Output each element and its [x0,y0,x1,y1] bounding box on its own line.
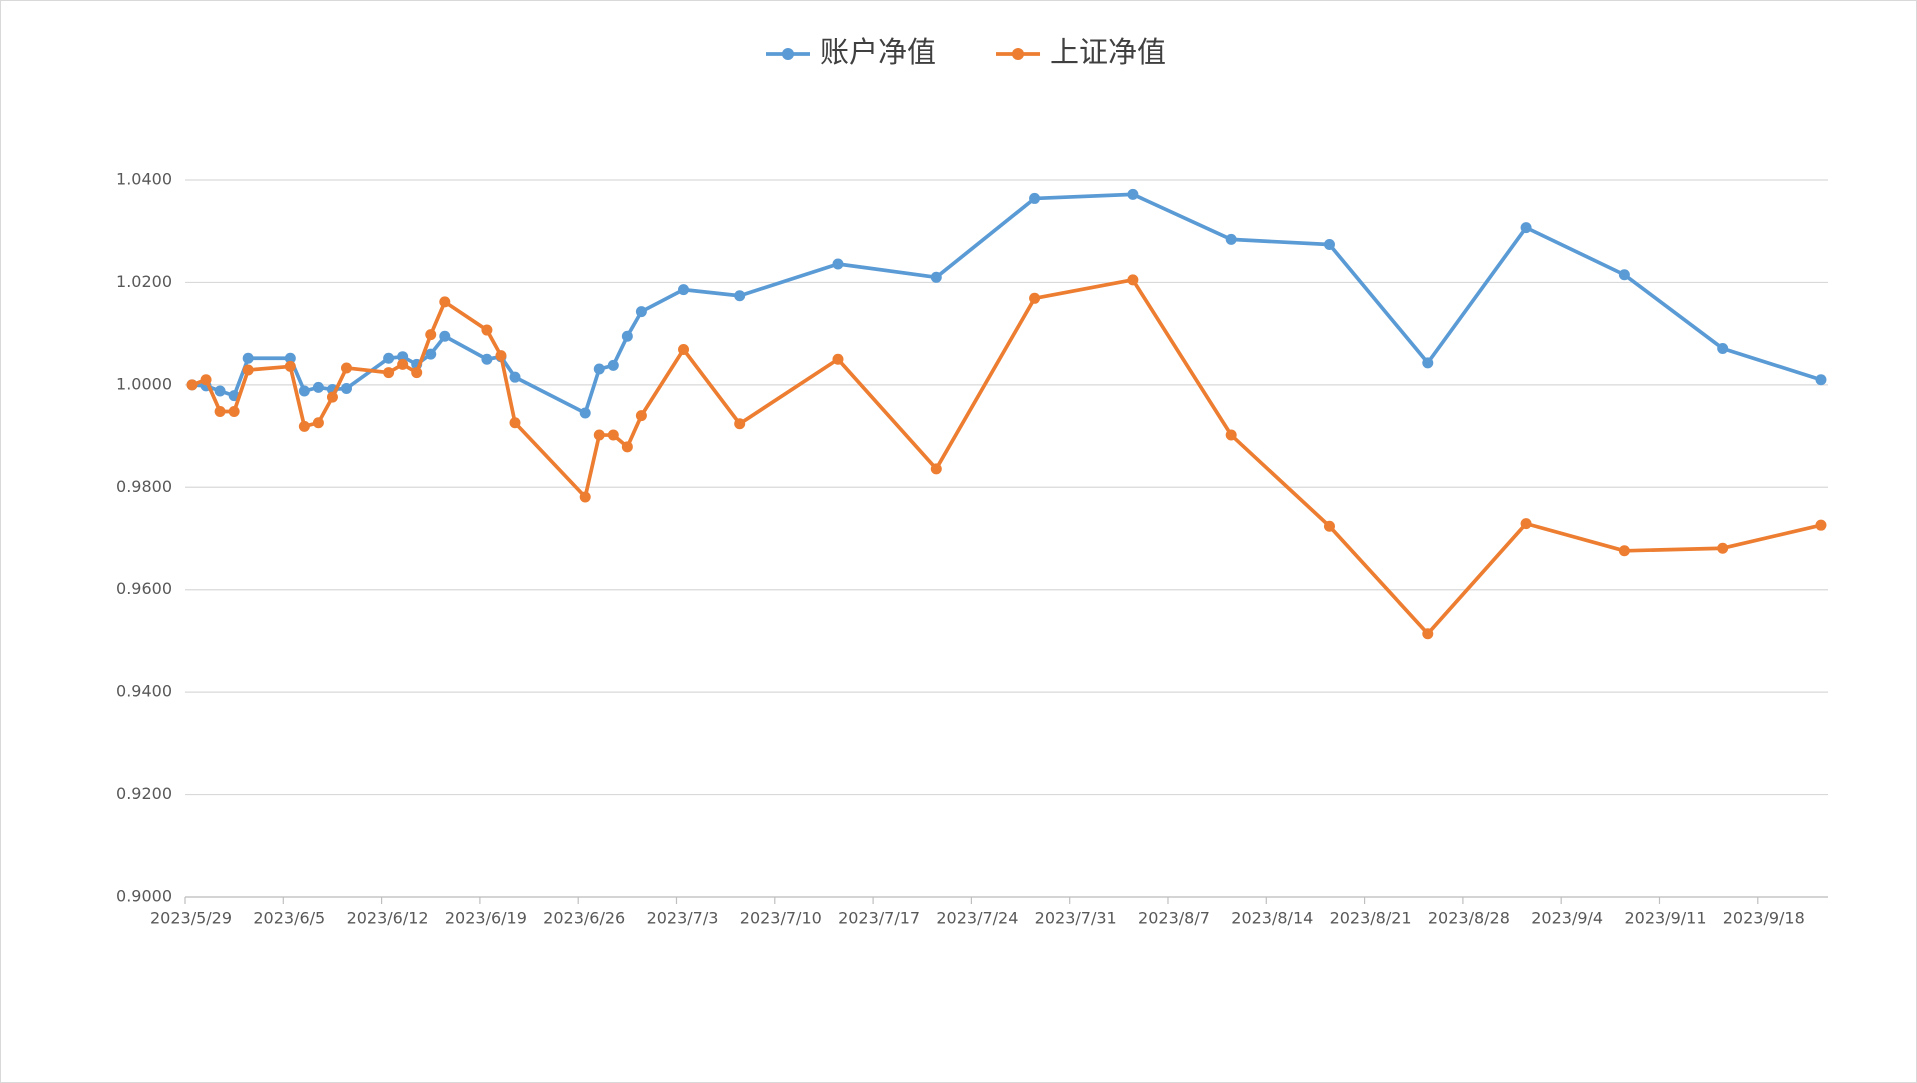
point [284,352,296,364]
point [411,367,423,379]
x-tick-label: 2023/8/7 [1138,909,1210,928]
legend-marker [782,48,794,60]
point [832,258,844,270]
point [383,352,395,364]
point [607,359,619,371]
point [397,358,409,370]
point [242,364,254,376]
point [621,330,633,342]
y-tick-label: 0.9400 [116,682,172,701]
point [242,352,254,364]
point [678,344,690,356]
point [1029,292,1041,304]
point [734,290,746,302]
x-tick-label: 2023/7/17 [838,909,920,928]
point [481,353,493,365]
x-tick-label: 2023/7/3 [647,909,719,928]
x-tick-label: 2023/6/19 [445,909,527,928]
y-tick-label: 1.0200 [116,272,172,291]
point [593,363,605,375]
legend-label: 账户净值 [820,35,936,69]
x-tick-label: 2023/8/21 [1330,909,1412,928]
point [635,306,647,318]
point [1422,357,1434,369]
y-tick-label: 1.0400 [116,170,172,189]
point [1618,269,1630,281]
point [312,381,324,393]
x-tick-label: 2023/7/24 [936,909,1018,928]
point [298,385,310,397]
point [425,348,437,360]
point [1717,342,1729,354]
point [326,391,338,403]
point [298,420,310,432]
point [340,362,352,374]
point [1422,628,1434,640]
point [481,324,493,336]
point [607,429,619,441]
point [1618,545,1630,557]
y-tick-label: 0.9200 [116,784,172,803]
point [930,463,942,475]
point [340,382,352,394]
legend-label: 上证净值 [1050,35,1166,69]
point [509,417,521,429]
point [425,329,437,341]
x-tick-label: 2023/7/31 [1035,909,1117,928]
x-tick-label: 2023/5/29 [150,909,232,928]
y-tick-label: 0.9000 [116,887,172,906]
point [579,407,591,419]
point [734,418,746,430]
point [214,385,226,397]
point [678,284,690,296]
point [397,351,409,363]
y-tick-label: 0.9600 [116,579,172,598]
point [1323,520,1335,532]
y-tick-label: 0.9800 [116,477,172,496]
point [214,405,226,417]
series-line [191,192,1822,415]
x-tick-label: 2023/6/26 [543,909,625,928]
x-tick-label: 2023/9/11 [1624,909,1706,928]
point [635,410,647,422]
x-tick-label: 2023/8/14 [1231,909,1313,928]
point [383,367,395,379]
x-tick-label: 2023/6/5 [253,909,325,928]
legend-marker [1012,48,1025,60]
point [439,330,451,342]
point [1815,374,1827,386]
point [1225,429,1237,441]
point [312,417,324,429]
point [1225,233,1237,245]
point [509,371,521,383]
point [1815,519,1827,531]
point [1520,518,1532,530]
point [495,350,507,362]
point [439,296,451,308]
point [200,374,212,386]
x-tick-label: 2023/7/10 [740,909,822,928]
point [1127,188,1139,200]
x-tick-label: 2023/6/12 [347,909,429,928]
point [832,353,844,365]
point [186,379,198,391]
point [228,405,240,417]
point [1127,274,1139,286]
x-tick-label: 2023/9/4 [1531,909,1603,928]
point [1717,542,1729,554]
y-tick-label: 1.0000 [116,374,172,393]
point [284,360,296,372]
point [1323,239,1335,251]
point [621,441,633,453]
point [1029,192,1041,204]
point [593,429,605,441]
x-tick-label: 2023/8/28 [1428,909,1510,928]
point [930,271,942,283]
series-line [191,278,1822,636]
x-tick-label: 2023/9/18 [1723,909,1805,928]
point [579,491,591,503]
point [1520,222,1532,234]
